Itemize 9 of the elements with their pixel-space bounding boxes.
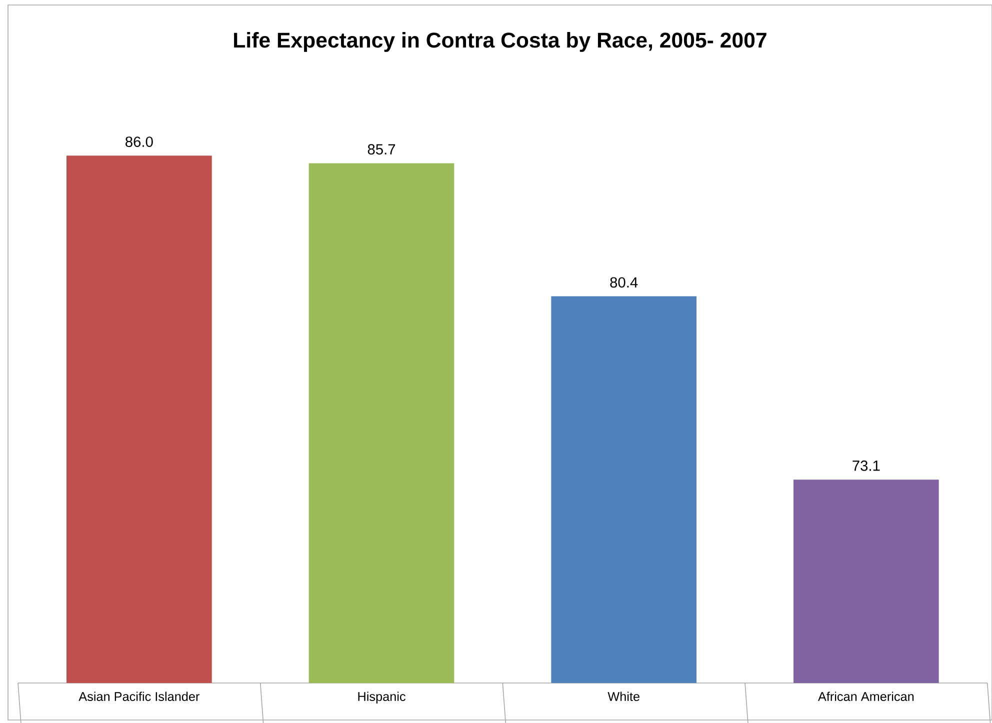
data-label: 80.4: [610, 277, 638, 288]
x-tick-label: Asian Pacific Islander: [78, 692, 200, 702]
x-tick-label: African American: [818, 692, 914, 702]
data-label: 73.1: [852, 460, 880, 471]
data-label: 86.0: [126, 136, 153, 147]
x-tick-label: White: [608, 692, 640, 702]
x-tick-label: Hispanic: [358, 692, 406, 704]
data-label: 85.7: [368, 144, 396, 154]
text: Life Expectancy in Contra Costa by Race, 2005- 2007: [234, 32, 766, 52]
